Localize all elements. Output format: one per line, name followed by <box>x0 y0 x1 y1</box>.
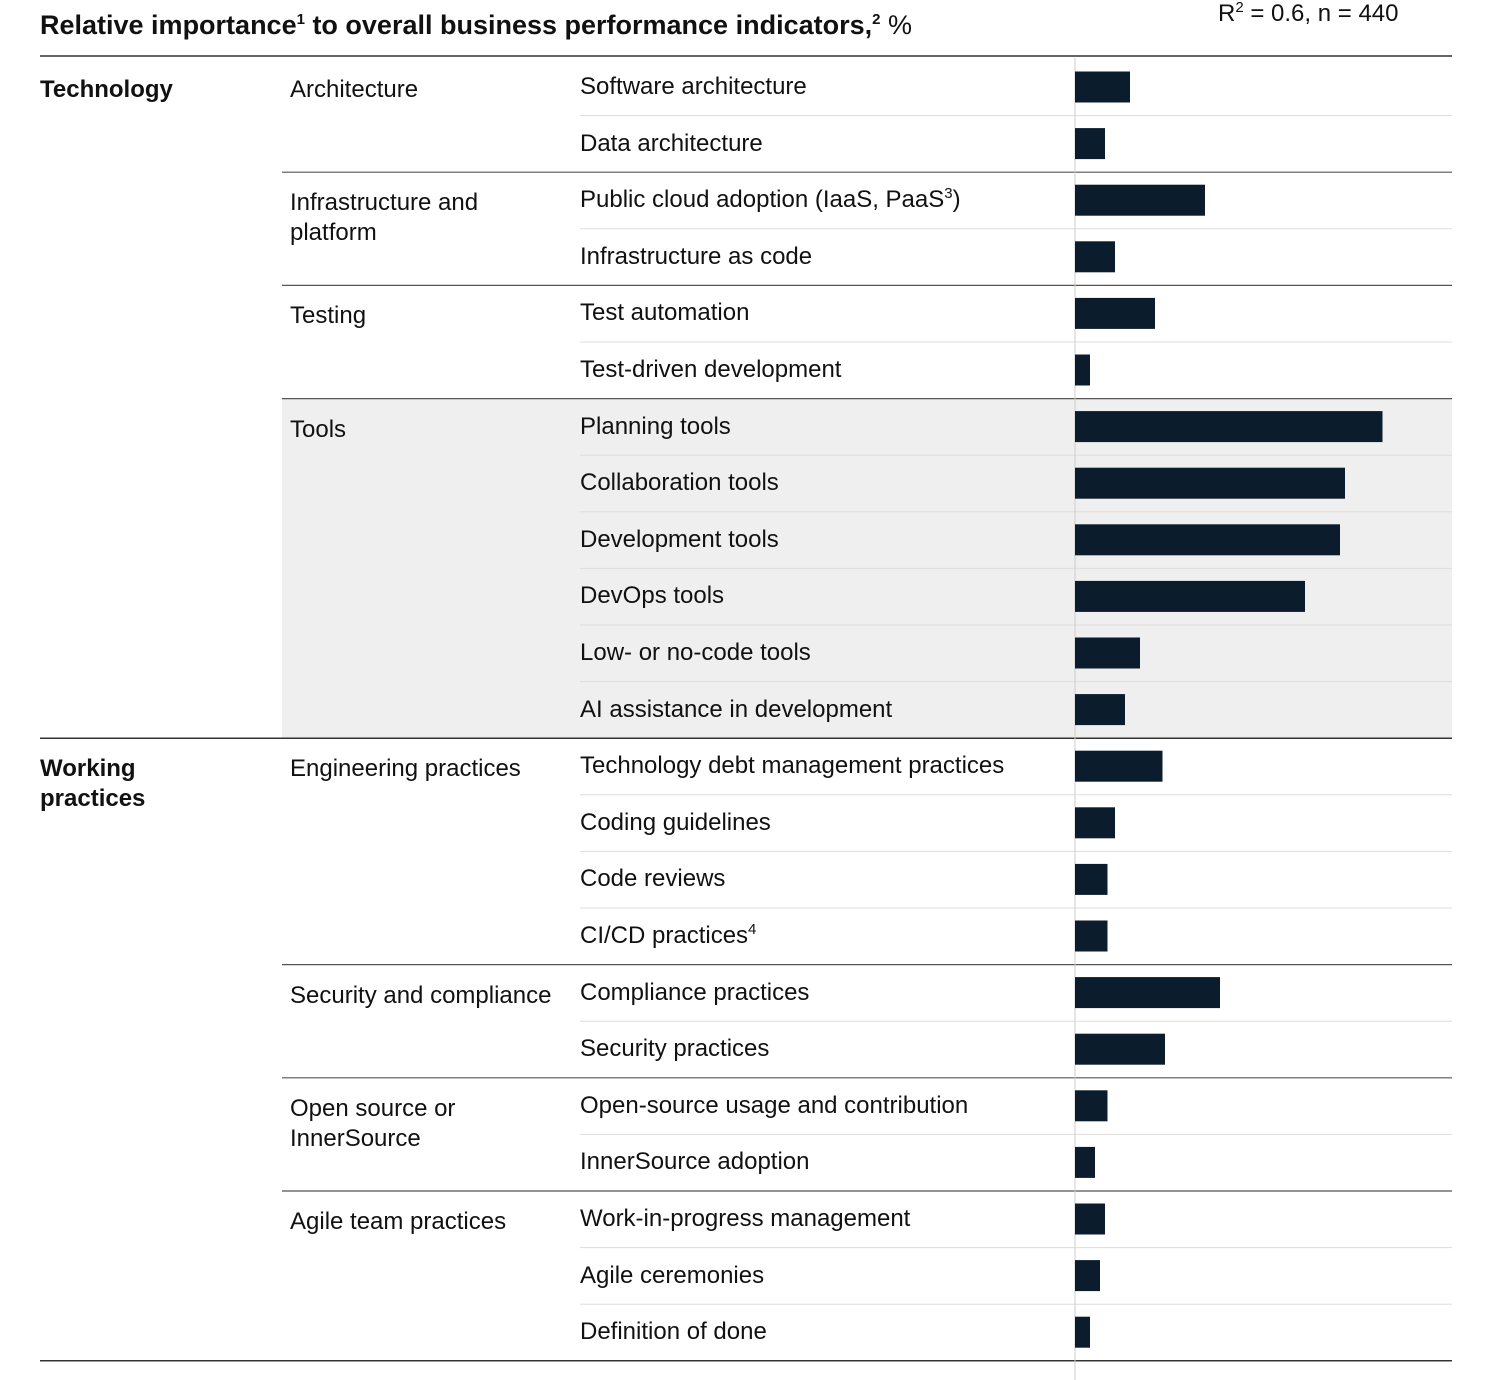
bar <box>1075 863 1108 895</box>
item-text: Planning tools <box>580 412 731 440</box>
item-text: ) <box>952 186 961 214</box>
item-label: InnerSource adoption <box>580 1147 810 1177</box>
item-text: AI assistance in development <box>580 695 893 723</box>
title-text: to overall business performance indicato… <box>304 10 873 40</box>
group-label: Security and compliance <box>290 981 552 1009</box>
item-text: InnerSource adoption <box>580 1148 810 1176</box>
item-text: Compliance practices <box>580 978 810 1006</box>
bar <box>1075 411 1383 443</box>
item-label: Security practices <box>580 1034 769 1064</box>
item-label: Open-source usage and contribution <box>580 1091 968 1121</box>
item-text: Low- or no-code tools <box>580 639 811 666</box>
bar <box>1075 1203 1105 1235</box>
bar <box>1075 1033 1165 1065</box>
item-text: Test-driven development <box>580 356 842 383</box>
item-text: Collaboration tools <box>580 469 779 497</box>
section-label: Working practices <box>40 755 146 813</box>
item-text: Software architecture <box>580 73 807 100</box>
bar <box>1075 920 1108 952</box>
section-label: Technology <box>40 76 173 103</box>
item-text: Test automation <box>580 299 750 327</box>
item-label: DevOps tools <box>580 581 724 611</box>
bar <box>1075 184 1205 216</box>
item-label: CI/CD practices4 <box>580 921 756 951</box>
bars <box>1075 71 1383 1348</box>
item-text: Agile ceremonies <box>580 1261 765 1289</box>
annotation: R2 = 0.6, n = 440 <box>1218 0 1398 28</box>
bar <box>1075 637 1140 669</box>
group-label: Infrastructure and platform <box>290 189 479 247</box>
bar <box>1075 977 1220 1009</box>
annotation-text: R <box>1218 0 1236 27</box>
annotation-power: 2 <box>1235 0 1244 16</box>
dividers <box>40 115 1452 1362</box>
bar <box>1075 354 1090 386</box>
item-label: Software architecture <box>580 72 807 102</box>
annotation-text: = 0.6, n = 440 <box>1243 0 1399 27</box>
item-label: Test automation <box>580 298 749 328</box>
bar <box>1075 71 1130 103</box>
item-text: Security practices <box>580 1035 770 1063</box>
bar <box>1075 694 1125 726</box>
bar <box>1075 750 1163 782</box>
bar <box>1075 128 1105 160</box>
group-label: Tools <box>290 415 347 443</box>
bar <box>1075 297 1155 329</box>
item-label: Planning tools <box>580 412 731 442</box>
bar <box>1075 1146 1095 1178</box>
item-text: Work-in-progress management <box>580 1205 911 1232</box>
item-label: Agile ceremonies <box>580 1261 764 1291</box>
item-text: Definition of done <box>580 1318 767 1346</box>
item-text: Technology debt management practices <box>580 752 1005 780</box>
footnote-mark: 3 <box>944 185 953 203</box>
item-label: Work-in-progress management <box>580 1204 910 1234</box>
bar <box>1075 524 1340 556</box>
bar <box>1075 807 1115 839</box>
item-label: Definition of done <box>580 1317 767 1347</box>
chart-title: Relative importance1 to overall business… <box>40 10 912 41</box>
bar <box>1075 241 1115 273</box>
item-text: DevOps tools <box>580 582 725 610</box>
item-label: Code reviews <box>580 864 725 894</box>
group-label: Open source or InnerSource <box>290 1094 456 1152</box>
title-unit: % <box>887 10 912 40</box>
item-label: Public cloud adoption (IaaS, PaaS3) <box>580 185 961 215</box>
group-label: Testing <box>290 302 367 330</box>
group-label: Engineering practices <box>290 755 521 783</box>
item-text: Data architecture <box>580 129 763 157</box>
item-text: CI/CD practices <box>580 922 749 949</box>
footnote-mark: 1 <box>296 11 305 28</box>
group-label: Architecture <box>290 76 419 103</box>
bar <box>1075 1260 1100 1292</box>
item-text: Infrastructure as code <box>580 242 813 270</box>
item-label: Test-driven development <box>580 355 841 385</box>
item-label: Collaboration tools <box>580 468 779 498</box>
item-text: Development tools <box>580 525 779 553</box>
item-label: Infrastructure as code <box>580 242 812 272</box>
bar <box>1075 580 1305 612</box>
item-label: Development tools <box>580 525 779 555</box>
bar <box>1075 467 1345 499</box>
item-label: Data architecture <box>580 129 763 159</box>
item-text: Public cloud adoption (IaaS, PaaS <box>580 186 945 214</box>
bar <box>1075 1316 1090 1348</box>
item-label: Compliance practices <box>580 978 809 1008</box>
item-label: Technology debt management practices <box>580 751 1004 781</box>
item-label: Low- or no-code tools <box>580 638 811 668</box>
bar <box>1075 1090 1108 1122</box>
title-text: Relative importance <box>40 10 297 40</box>
item-label: Coding guidelines <box>580 808 771 838</box>
item-text: Open-source usage and contribution <box>580 1091 969 1119</box>
group-label: Agile team practices <box>290 1208 507 1235</box>
item-label: AI assistance in development <box>580 695 892 725</box>
item-text: Code reviews <box>580 865 726 893</box>
item-text: Coding guidelines <box>580 808 771 836</box>
footnote-mark: 4 <box>748 921 757 938</box>
footnote-mark: 2 <box>872 11 881 28</box>
